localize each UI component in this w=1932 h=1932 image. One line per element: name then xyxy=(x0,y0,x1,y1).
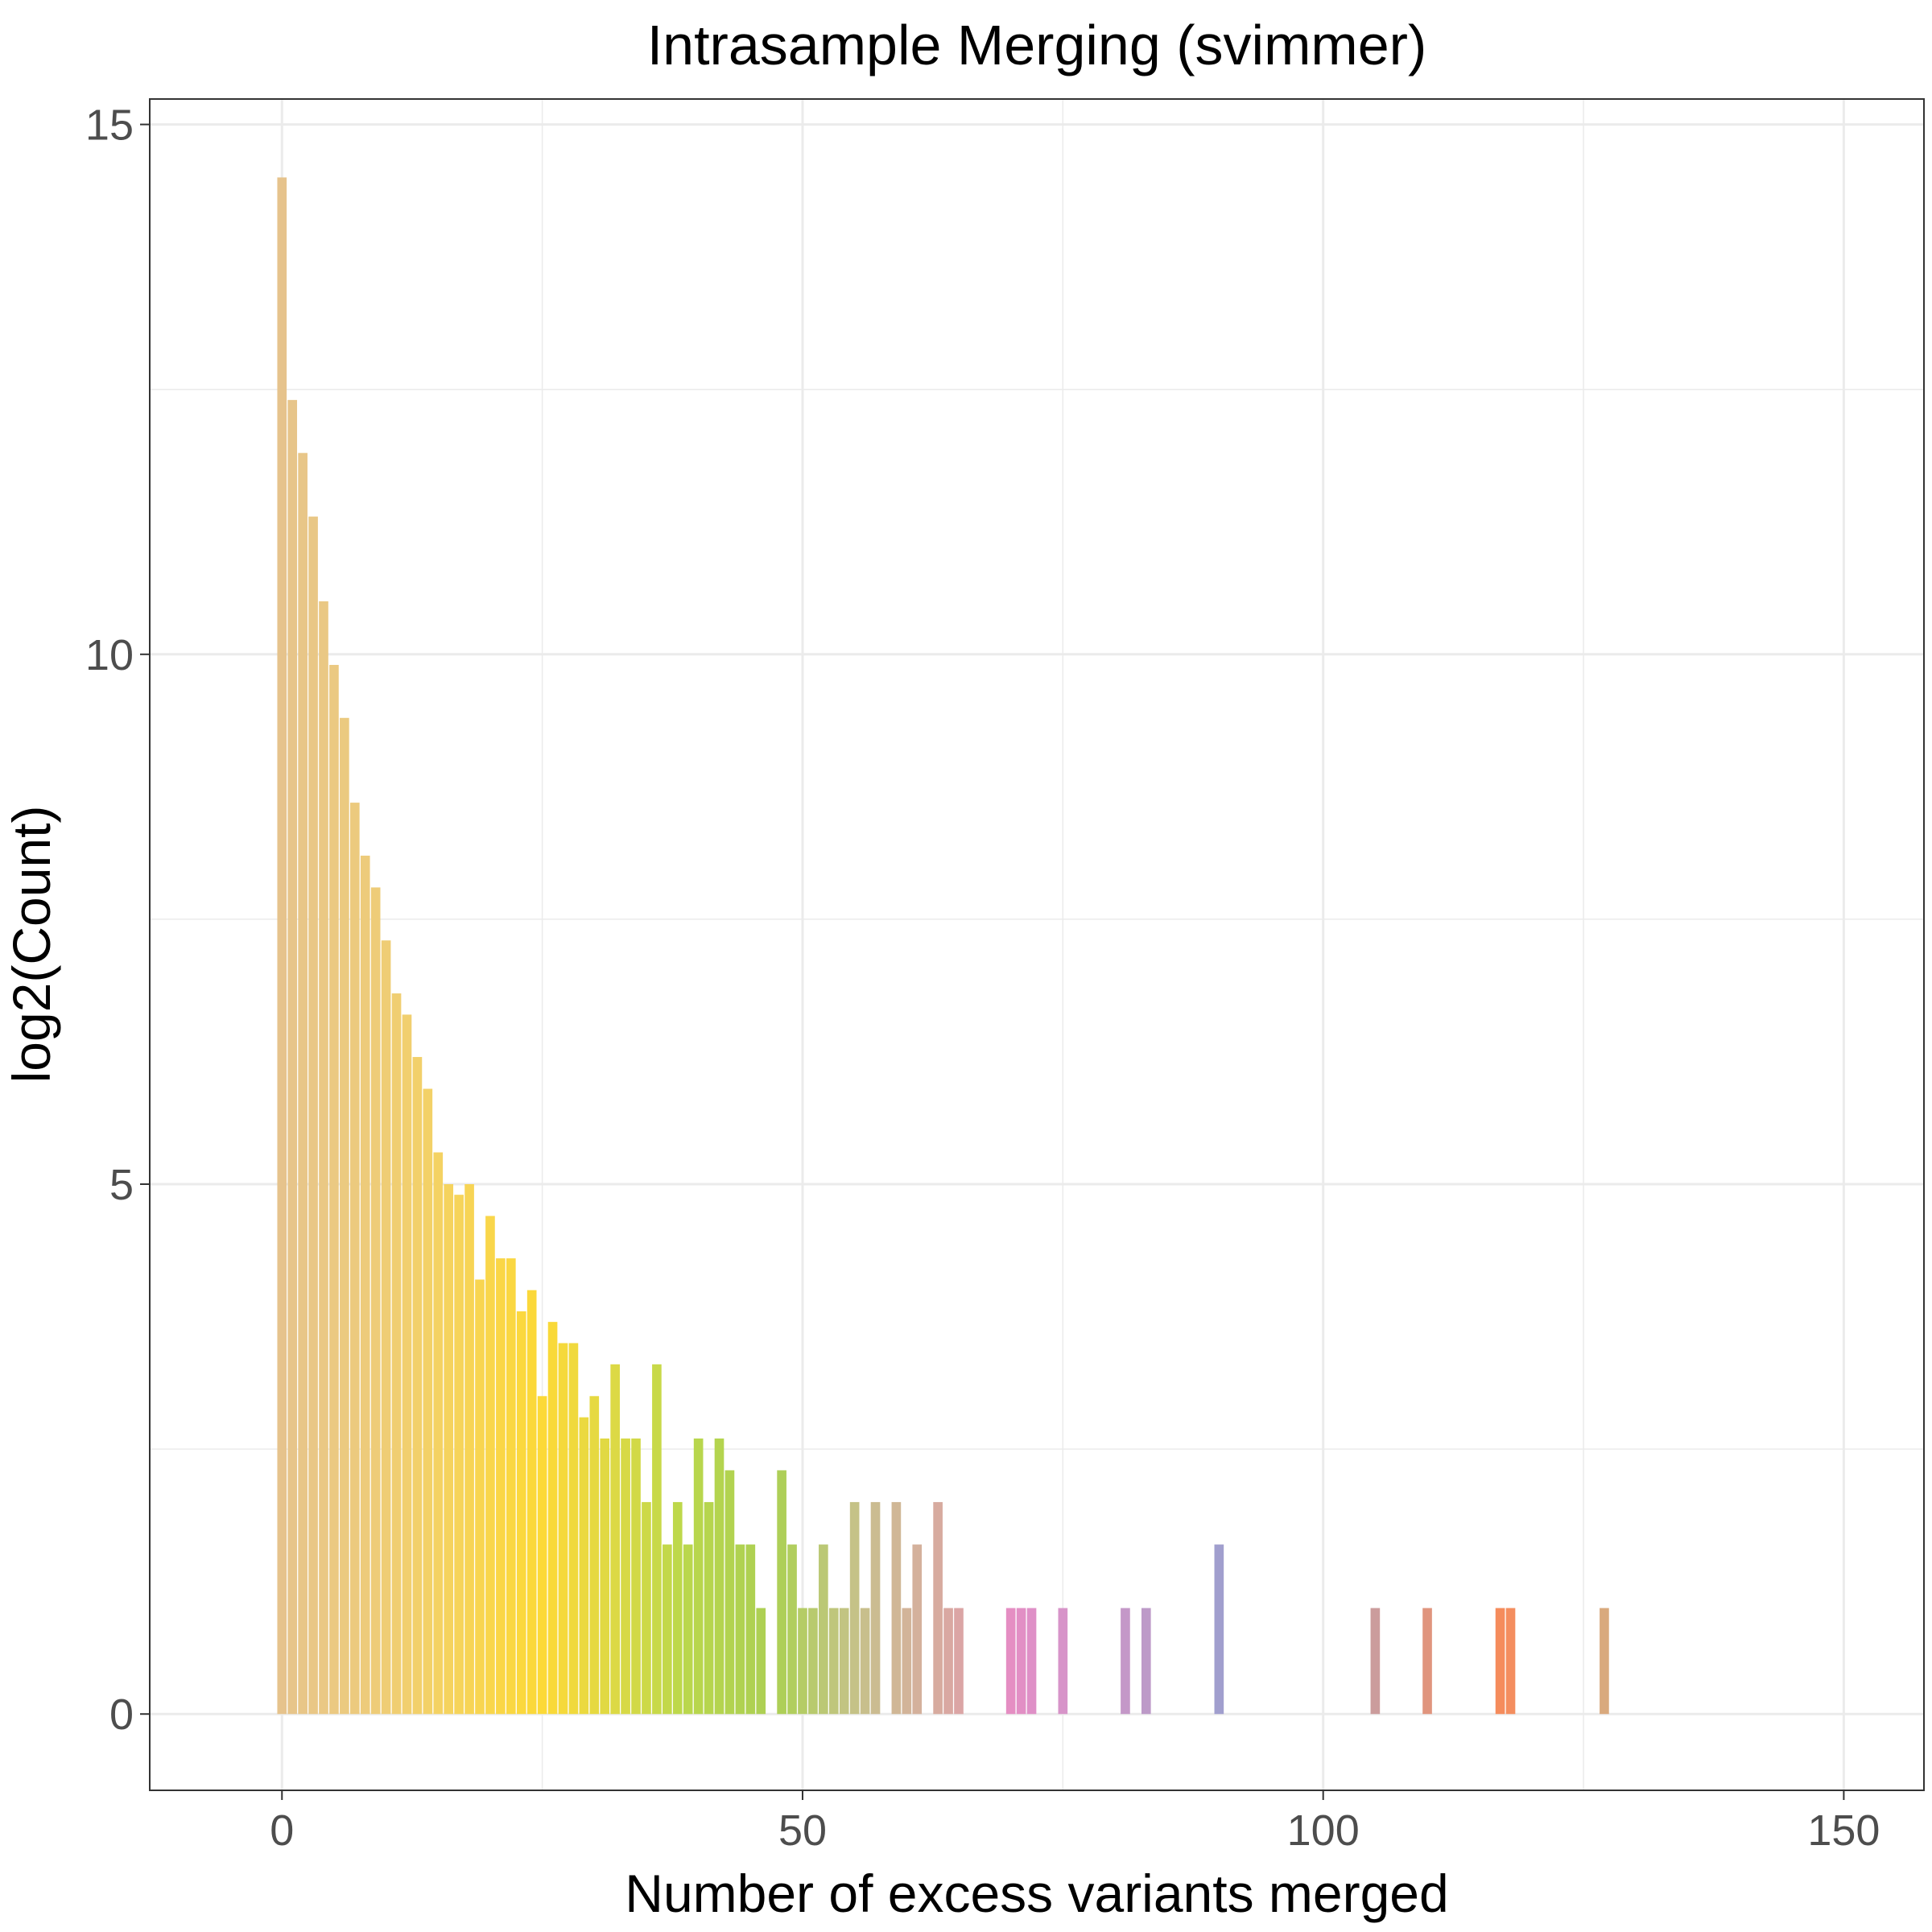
histogram-bar xyxy=(1121,1608,1130,1715)
histogram-bar xyxy=(631,1438,641,1715)
histogram-bar xyxy=(1016,1608,1026,1715)
histogram-bar xyxy=(1370,1608,1381,1715)
histogram-bar xyxy=(423,1088,433,1715)
histogram-bar xyxy=(652,1364,662,1715)
histogram-bar xyxy=(526,1290,537,1715)
histogram-bar xyxy=(849,1501,860,1715)
histogram-bar xyxy=(798,1608,807,1715)
x-axis-label: Number of excess variants merged xyxy=(625,1864,1448,1923)
histogram-bar xyxy=(1600,1608,1609,1715)
y-tick-label: 0 xyxy=(109,1690,134,1739)
histogram-bar xyxy=(308,516,318,1715)
histogram-bar xyxy=(349,803,360,1715)
histogram-bar xyxy=(704,1501,714,1715)
histogram-bar xyxy=(902,1608,912,1715)
histogram-bar xyxy=(464,1184,474,1715)
histogram-bar xyxy=(819,1544,828,1715)
histogram-bar xyxy=(277,177,287,1715)
y-tick-label: 10 xyxy=(85,631,134,679)
bars xyxy=(277,177,1609,1715)
histogram-bar xyxy=(1495,1608,1505,1715)
histogram-bar xyxy=(402,1014,412,1715)
histogram-bar xyxy=(870,1501,881,1715)
histogram-bar xyxy=(642,1501,651,1715)
histogram-bar xyxy=(391,993,402,1715)
histogram-bar xyxy=(360,855,370,1715)
y-axis-label: log2(Count) xyxy=(2,806,61,1084)
histogram-bar xyxy=(839,1608,849,1715)
histogram-bar xyxy=(954,1608,964,1715)
histogram-bar xyxy=(610,1364,620,1715)
histogram-bar xyxy=(860,1608,870,1715)
histogram-bar xyxy=(1422,1608,1432,1715)
histogram-bar xyxy=(756,1608,766,1715)
histogram-bar xyxy=(672,1501,683,1715)
histogram-bar xyxy=(828,1608,839,1715)
histogram-bar xyxy=(1005,1608,1016,1715)
histogram-bar xyxy=(912,1544,923,1715)
histogram-bar xyxy=(496,1258,506,1715)
histogram-bar xyxy=(558,1343,568,1715)
histogram-bar xyxy=(663,1544,672,1715)
histogram-bar xyxy=(1505,1608,1516,1715)
histogram-bar xyxy=(287,399,298,1715)
histogram-bar xyxy=(340,717,349,1715)
histogram-bar xyxy=(475,1279,485,1715)
histogram-bar xyxy=(444,1184,454,1715)
histogram-bar xyxy=(516,1311,526,1715)
histogram-bar xyxy=(579,1417,589,1715)
y-tick-label: 5 xyxy=(109,1161,134,1209)
histogram-bar xyxy=(735,1544,745,1715)
histogram-bar xyxy=(298,452,308,1715)
histogram-bar xyxy=(1141,1608,1151,1715)
histogram-bar xyxy=(724,1470,735,1715)
histogram-bar xyxy=(787,1544,797,1715)
histogram-bar xyxy=(808,1608,818,1715)
y-tick-label: 15 xyxy=(85,101,134,150)
histogram-bar xyxy=(381,940,391,1715)
histogram-bar xyxy=(568,1343,579,1715)
histogram-bar xyxy=(506,1258,516,1715)
histogram-bar xyxy=(412,1057,423,1715)
axis-ticks xyxy=(140,123,1845,1800)
chart-title: Intrasample Merging (svimmer) xyxy=(647,14,1427,76)
histogram-bar xyxy=(454,1195,464,1715)
x-tick-label: 150 xyxy=(1807,1806,1880,1855)
axis-tick-labels: 0 50 100 150 0 5 10 15 xyxy=(85,101,1880,1855)
histogram-bar xyxy=(329,664,339,1715)
histogram-bar xyxy=(1214,1544,1224,1715)
histogram-bar xyxy=(589,1396,600,1715)
x-tick-label: 100 xyxy=(1287,1806,1360,1855)
histogram-bar xyxy=(537,1396,547,1715)
histogram-bar xyxy=(777,1470,786,1715)
histogram-bar xyxy=(485,1216,495,1715)
histogram-bar xyxy=(714,1438,724,1715)
panel-border xyxy=(149,98,1925,1791)
histogram-bar xyxy=(370,887,381,1715)
histogram-bar xyxy=(1026,1608,1037,1715)
histogram-bar xyxy=(891,1501,902,1715)
histogram-bar xyxy=(621,1438,630,1715)
histogram-bar xyxy=(433,1152,444,1715)
x-tick-label: 0 xyxy=(270,1806,294,1855)
x-tick-label: 50 xyxy=(778,1806,827,1855)
histogram-bar xyxy=(693,1438,704,1715)
histogram-bar xyxy=(1058,1608,1068,1715)
histogram-bar xyxy=(547,1322,558,1715)
histogram-bar xyxy=(319,601,328,1715)
histogram-bar xyxy=(745,1544,756,1715)
histogram-bar xyxy=(600,1438,610,1715)
histogram-bar xyxy=(943,1608,953,1715)
histogram-bar xyxy=(933,1501,943,1715)
histogram-bar xyxy=(683,1544,693,1715)
